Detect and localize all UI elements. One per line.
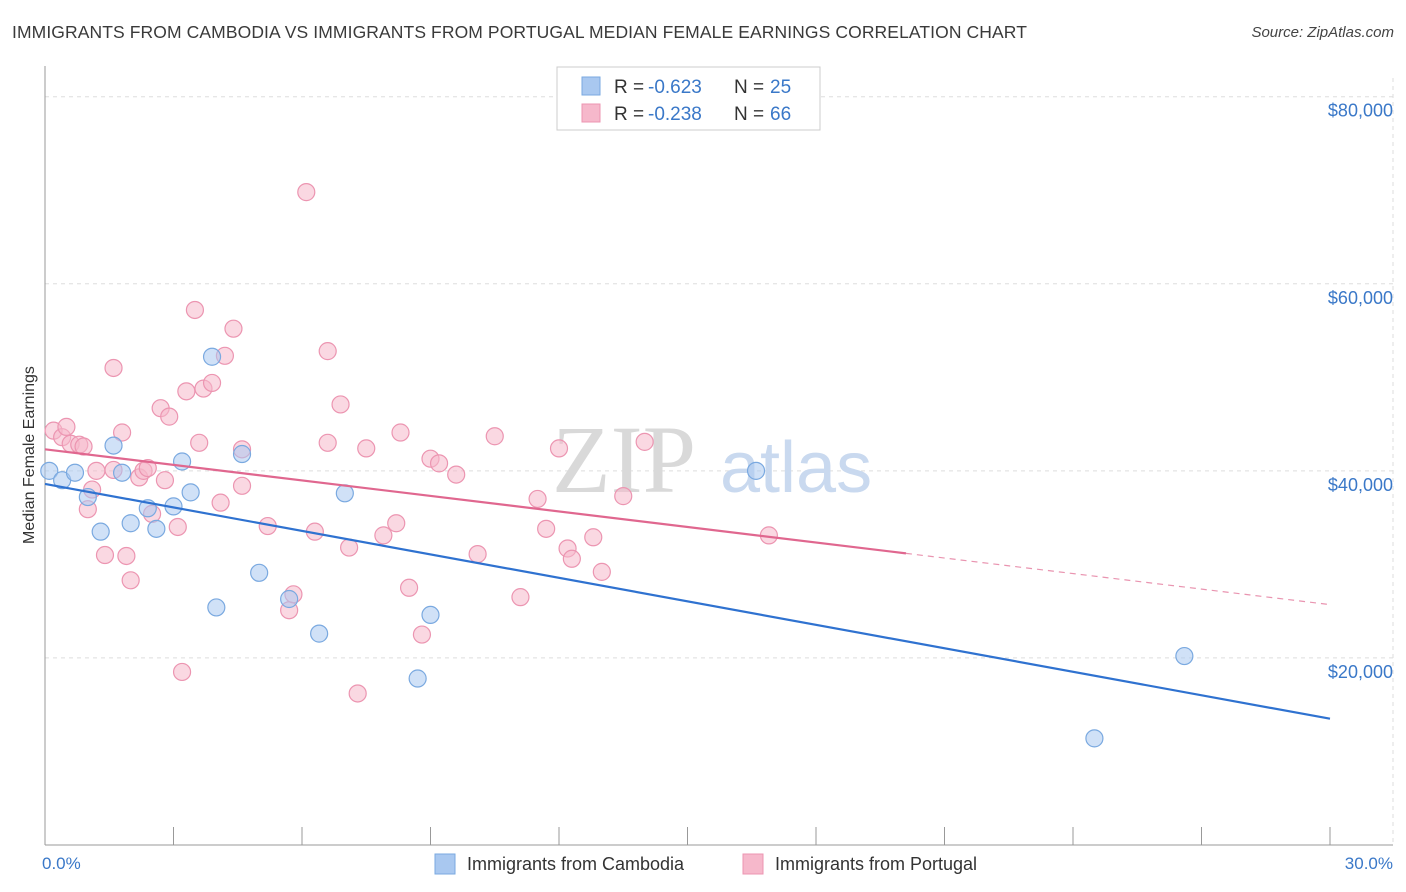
y-tick-label: $40,000 <box>1328 475 1393 495</box>
portugal-point <box>318 433 337 452</box>
portugal-point <box>391 423 410 442</box>
series-legend: Immigrants from Cambodia Immigrants from… <box>434 853 977 875</box>
cambodia-point <box>104 436 123 455</box>
portugal-point <box>635 432 654 451</box>
portugal-point <box>185 300 205 320</box>
portugal-point <box>357 439 376 458</box>
portugal-point <box>138 458 157 478</box>
series-legend-label-portugal: Immigrants from Portugal <box>775 854 977 874</box>
y-tick-label: $20,000 <box>1328 662 1393 682</box>
portugal-points <box>44 183 778 703</box>
legend-r-value-portugal: -0.238 <box>648 104 702 125</box>
cambodia-point <box>181 483 200 502</box>
portugal-point <box>485 427 504 446</box>
legend-n-label-portugal: N = <box>734 104 764 125</box>
portugal-point <box>297 183 316 202</box>
portugal-point <box>177 382 196 401</box>
legend-n-value-portugal: 66 <box>770 104 791 125</box>
portugal-point <box>121 571 140 590</box>
portugal-point <box>614 487 633 506</box>
cambodia-point <box>280 589 299 609</box>
portugal-point <box>412 625 432 644</box>
series-legend-swatch-portugal <box>742 853 764 875</box>
portugal-point <box>57 417 76 436</box>
portugal-point <box>429 454 449 473</box>
cambodia-point <box>250 563 269 582</box>
chart-title: IMMIGRANTS FROM CAMBODIA VS IMMIGRANTS F… <box>12 22 1027 42</box>
legend-r-value-cambodia: -0.623 <box>648 77 702 98</box>
portugal-point <box>592 562 611 581</box>
cambodia-point <box>310 624 329 643</box>
portugal-point <box>348 684 367 703</box>
portugal-point <box>562 549 581 568</box>
portugal-point <box>447 465 466 484</box>
cambodia-point <box>408 669 427 688</box>
portugal-point <box>528 489 547 509</box>
portugal-point <box>331 395 350 414</box>
portugal-point <box>160 407 179 426</box>
cambodia-point <box>202 347 222 366</box>
watermark: ZIP atlas <box>552 406 872 513</box>
cambodia-point <box>91 522 110 541</box>
portugal-point <box>318 342 337 361</box>
cambodia-point <box>40 461 59 480</box>
cambodia-point <box>121 514 140 533</box>
y-axis-label: Median Female Earnings <box>21 366 38 544</box>
cambodia-point <box>746 461 766 480</box>
portugal-point <box>549 439 569 458</box>
cambodia-point <box>421 605 440 625</box>
portugal-point <box>117 546 136 566</box>
x-tick-label-max: 30.0% <box>1345 854 1393 873</box>
y-tick-label: $60,000 <box>1328 288 1393 308</box>
trend-lines <box>44 448 1331 720</box>
x-tick-label-min: 0.0% <box>42 854 81 873</box>
tick-labels: $20,000 $40,000 $60,000 $80,000 0.0% 30.0% <box>42 101 1393 873</box>
portugal-point <box>224 319 243 338</box>
gridlines <box>45 96 1393 659</box>
cambodia-point <box>1175 646 1194 666</box>
legend-n-value-cambodia: 25 <box>770 77 791 98</box>
legend-swatch-cambodia <box>581 76 601 96</box>
portugal-point <box>168 517 187 537</box>
portugal-trend-extension <box>905 552 1331 606</box>
portugal-point <box>202 373 222 393</box>
portugal-point <box>190 433 209 452</box>
cambodia-point <box>147 519 166 538</box>
portugal-point <box>387 514 406 533</box>
portugal-point <box>104 358 123 378</box>
legend-box <box>556 66 821 131</box>
legend-r-label-cambodia: R = <box>614 77 644 98</box>
portugal-point <box>399 578 419 597</box>
legend-n-label-cambodia: N = <box>734 77 764 98</box>
portugal-point <box>537 519 556 538</box>
portugal-point <box>112 423 132 442</box>
y-tick-label: $80,000 <box>1328 101 1393 121</box>
legend-r-label-portugal: R = <box>614 104 644 125</box>
watermark-atlas: atlas <box>720 428 872 508</box>
portugal-point <box>232 476 252 495</box>
portugal-point <box>172 662 192 682</box>
portugal-point <box>211 493 230 512</box>
cambodia-point <box>1085 729 1104 748</box>
cambodia-trend-line <box>44 482 1331 720</box>
portugal-point <box>374 526 393 545</box>
cambodia-point <box>207 598 226 617</box>
correlation-legend: R = -0.623 N = 25 R = -0.238 N = 66 <box>556 66 821 131</box>
portugal-point <box>511 588 530 607</box>
portugal-point <box>468 545 487 564</box>
cambodia-point <box>112 463 132 482</box>
portugal-point <box>87 461 106 480</box>
cambodia-point <box>65 463 85 482</box>
portugal-trend-line <box>44 448 907 555</box>
source-credit: Source: ZipAtlas.com <box>1251 24 1394 41</box>
axes <box>44 66 1394 846</box>
series-legend-label-cambodia: Immigrants from Cambodia <box>467 854 685 874</box>
legend-swatch-portugal <box>581 103 601 123</box>
series-legend-swatch-cambodia <box>434 853 456 875</box>
cambodia-point <box>232 444 252 464</box>
portugal-point <box>584 528 603 547</box>
portugal-point <box>155 471 175 490</box>
portugal-point <box>95 545 115 565</box>
